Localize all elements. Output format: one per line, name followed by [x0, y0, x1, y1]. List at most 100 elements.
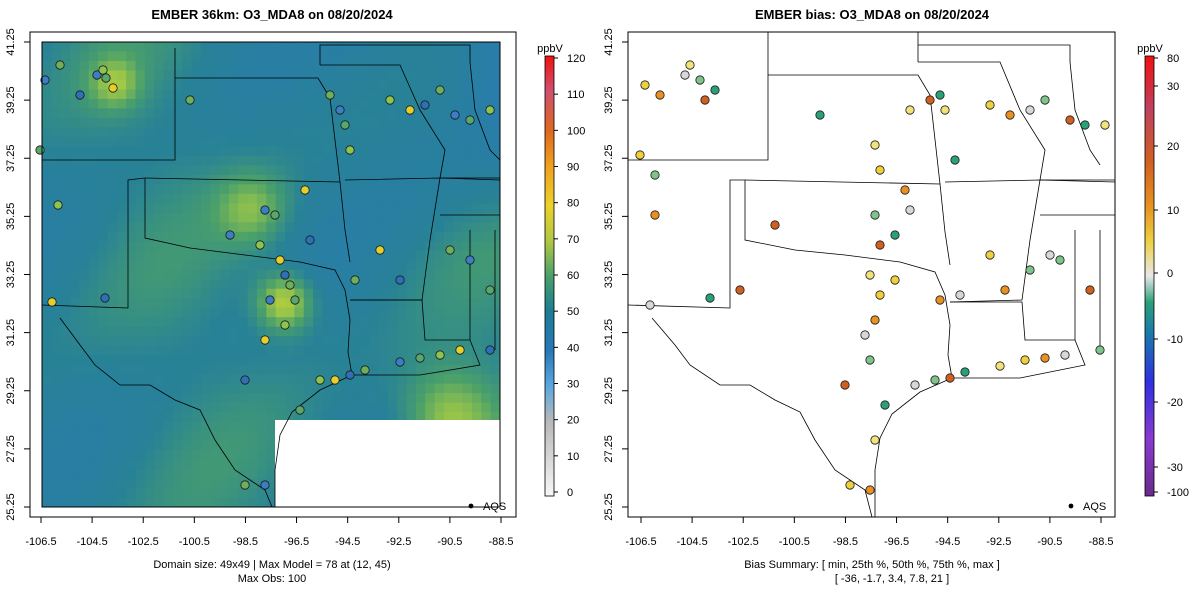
- bias-site-marker: [985, 250, 995, 260]
- right-aqs-sites: [635, 60, 1110, 495]
- bias-site-marker: [1060, 350, 1070, 360]
- aqs-site-marker: [55, 60, 65, 70]
- left-ozone-field: [42, 42, 500, 507]
- bias-site-marker: [770, 220, 780, 230]
- bias-site-marker: [815, 110, 825, 120]
- left-y-tick-label: 27.25: [5, 435, 17, 463]
- left-map-frame: [41, 41, 501, 508]
- bias-site-marker: [940, 105, 950, 115]
- aqs-site-marker: [92, 70, 102, 80]
- bias-site-marker: [1080, 120, 1090, 130]
- right-x-tick-label: -92.5: [986, 536, 1011, 548]
- aqs-site-marker: [485, 285, 495, 295]
- aqs-site-marker: [465, 115, 475, 125]
- left-aqs-sites: [35, 60, 495, 490]
- bias-site-marker: [1085, 285, 1095, 295]
- illinois-border: [469, 61, 501, 161]
- aqs-site-marker: [185, 95, 195, 105]
- left-x-tick-label: -94.5: [335, 536, 360, 548]
- left-panel: EMBER 36km: O3_MDA8 on 08/20/2024 AQS: [5, 7, 585, 585]
- right-colorbar-tick-label: 10: [1167, 205, 1179, 217]
- kansas-border: [175, 77, 341, 183]
- bias-site-marker: [865, 270, 875, 280]
- aqs-site-marker: [100, 293, 110, 303]
- bias-site-marker: [865, 485, 875, 495]
- aqs-site-marker: [345, 370, 355, 380]
- gulf-water: [275, 420, 500, 507]
- aqs-site-marker: [47, 297, 57, 307]
- left-x-axis: -106.5 -104.5 -102.5 -100.5 -98.5 -96.5 -94.5 -…: [25, 517, 514, 548]
- texas-west-border: [41, 177, 146, 309]
- bias-site-marker: [870, 435, 880, 445]
- iowa-border: [319, 44, 471, 65]
- right-state-borders: [627, 32, 1116, 518]
- aqs-site-marker: [300, 185, 310, 195]
- bias-site-marker: [685, 60, 695, 70]
- bias-site-marker: [900, 185, 910, 195]
- aqs-site-marker: [325, 90, 335, 100]
- left-colorbar-tick-label: 0: [567, 487, 573, 499]
- right-illinois-border: [1069, 61, 1101, 166]
- aqs-site-marker: [335, 105, 345, 115]
- aqs-site-marker: [275, 255, 285, 265]
- bias-site-marker: [1100, 120, 1110, 130]
- bias-site-marker: [645, 300, 655, 310]
- aqs-site-marker: [450, 110, 460, 120]
- aqs-site-marker: [395, 357, 405, 367]
- left-colorbar-tick-label: 20: [567, 415, 579, 427]
- right-rio-grande: [651, 317, 873, 518]
- right-colorbar-tick-label: 30: [1167, 81, 1179, 93]
- aqs-site-marker: [435, 350, 445, 360]
- right-y-tick-label: 41.25: [603, 28, 615, 56]
- left-y-tick-label: 37.25: [5, 144, 17, 172]
- bias-site-marker: [950, 155, 960, 165]
- right-panel: EMBER bias: O3_MDA8 on 08/20/2024 AQS -1…: [603, 7, 1189, 585]
- left-y-tick-label: 33.25: [5, 261, 17, 289]
- aqs-site-marker: [285, 280, 295, 290]
- left-aqs-legend-label: AQS: [483, 501, 506, 513]
- texas-border: [144, 178, 353, 507]
- aqs-site-marker: [260, 480, 270, 490]
- bias-site-marker: [870, 315, 880, 325]
- bias-site-marker: [1040, 95, 1050, 105]
- bias-site-marker: [985, 100, 995, 110]
- right-y-tick-label: 27.25: [603, 435, 615, 463]
- bias-site-marker: [1055, 255, 1065, 265]
- aqs-site-marker: [35, 145, 45, 155]
- bias-site-marker: [935, 295, 945, 305]
- left-y-tick-label: 39.25: [5, 86, 17, 114]
- right-colorbar-tick-label: -30: [1167, 462, 1183, 474]
- right-y-tick-label: 33.25: [603, 261, 615, 289]
- left-colorbar-tick-label: 10: [567, 451, 579, 463]
- bias-site-marker: [705, 293, 715, 303]
- aqs-site-marker: [280, 270, 290, 280]
- left-x-tick-label: -88.5: [488, 536, 513, 548]
- left-x-tick-label: -92.5: [386, 536, 411, 548]
- aqs-site-marker: [101, 73, 111, 83]
- aqs-site-marker: [385, 95, 395, 105]
- right-x-tick-label: -100.5: [779, 536, 810, 548]
- left-colorbar-tick-label: 30: [567, 379, 579, 391]
- left-x-tick-label: -98.5: [233, 536, 258, 548]
- bias-site-marker: [1095, 345, 1105, 355]
- left-colorbar-unit: ppbV: [537, 43, 563, 55]
- bias-site-marker: [960, 367, 970, 377]
- bias-site-marker: [1040, 353, 1050, 363]
- left-colorbar-tick-label: 100: [567, 125, 585, 137]
- right-x-axis: -106.5 -104.5 -102.5 -100.5 -98.5 -96.5 -94.5 -…: [625, 517, 1114, 548]
- left-x-tick-label: -102.5: [128, 536, 159, 548]
- left-x-tick-label: -104.5: [77, 536, 108, 548]
- bias-site-marker: [890, 275, 900, 285]
- right-aqs-legend-marker: [1068, 503, 1074, 509]
- right-x-tick-label: -90.5: [1037, 536, 1062, 548]
- bias-site-marker: [1020, 355, 1030, 365]
- right-x-tick-label: -94.5: [935, 536, 960, 548]
- aqs-site-marker: [395, 275, 405, 285]
- left-colorbar-tick-label: 120: [567, 53, 585, 65]
- aqs-site-marker: [360, 365, 370, 375]
- aqs-site-marker: [255, 240, 265, 250]
- left-y-tick-label: 35.25: [5, 203, 17, 231]
- right-y-tick-label: 39.25: [603, 86, 615, 114]
- missouri-border: [320, 64, 446, 179]
- bias-site-marker: [1025, 265, 1035, 275]
